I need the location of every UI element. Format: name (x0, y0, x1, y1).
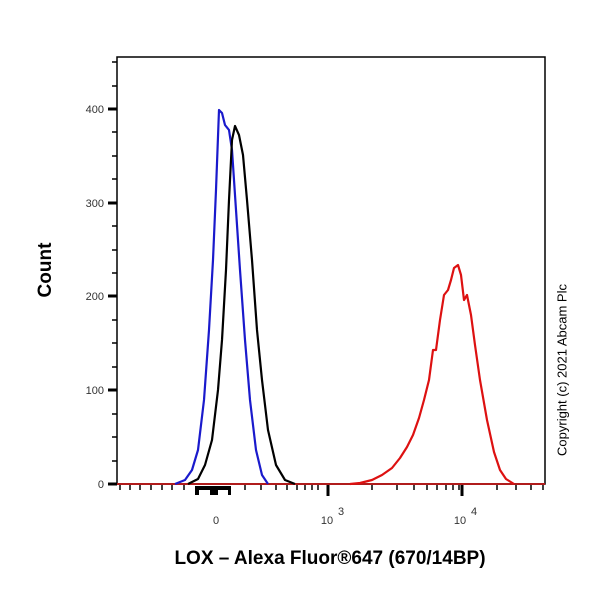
copyright-annotation: Copyright (c) 2021 Abcam Plc (554, 284, 570, 456)
x-axis-label: LOX – Alexa Fluor®647 (670/14BP) (174, 548, 486, 569)
svg-text:200: 200 (86, 291, 104, 303)
series-blue-control (174, 108, 269, 486)
svg-text:10: 10 (454, 515, 466, 527)
y-tick-labels: 0 100 200 300 400 (86, 104, 104, 491)
svg-text:300: 300 (86, 198, 104, 210)
y-axis (108, 61, 117, 486)
svg-text:0: 0 (213, 515, 219, 527)
y-axis-label: Count (35, 242, 56, 298)
x-tick-labels: 0 10 3 10 4 (213, 506, 477, 527)
svg-text:0: 0 (98, 479, 104, 491)
svg-text:3: 3 (338, 506, 344, 518)
svg-text:400: 400 (86, 104, 104, 116)
x-axis (119, 484, 544, 496)
series-black-control (187, 124, 296, 486)
svg-text:100: 100 (86, 385, 104, 397)
svg-text:10: 10 (321, 515, 333, 527)
plot-frame (116, 56, 546, 485)
series-lox-alexa-fluor-647 (349, 263, 515, 486)
svg-text:4: 4 (471, 506, 477, 518)
